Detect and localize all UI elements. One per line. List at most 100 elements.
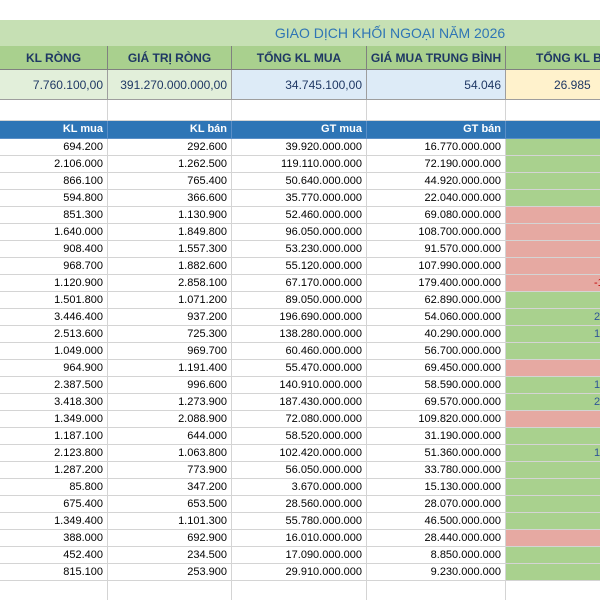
summary-header: GIÁ MUA TRUNG BÌNH [367, 46, 506, 70]
net-cell [506, 411, 600, 428]
table-cell: 102.420.000.000 [232, 445, 367, 462]
empty-cell [0, 100, 108, 121]
table-cell: 69.080.000.000 [367, 207, 506, 224]
table-cell: 51.360.000.000 [367, 445, 506, 462]
net-cell [506, 564, 600, 581]
table-cell: 3.446.400 [0, 309, 108, 326]
table-cell: 1.501.800 [0, 292, 108, 309]
column-header: GT mua [232, 121, 367, 139]
table-cell: 692.900 [108, 530, 232, 547]
summary-header: GIÁ TRỊ RÒNG [108, 46, 232, 70]
table-cell: 72.080.000.000 [232, 411, 367, 428]
table-cell: 2.513.600 [0, 326, 108, 343]
table-cell: 55.780.000.000 [232, 513, 367, 530]
table-cell: 56.700.000.000 [367, 343, 506, 360]
net-cell: 1 [506, 326, 600, 343]
table-cell: 1.187.100 [0, 428, 108, 445]
table-cell: 52.460.000.000 [232, 207, 367, 224]
table-cell: 107.990.000.000 [367, 258, 506, 275]
table-cell: 55.470.000.000 [232, 360, 367, 377]
summary-value: 391.270.000.000,00 [108, 70, 232, 100]
table-cell: 815.100 [0, 564, 108, 581]
table-cell: 653.500 [108, 496, 232, 513]
table-cell: 16.770.000.000 [367, 139, 506, 156]
table-cell: 108.700.000.000 [367, 224, 506, 241]
table-cell: 1.191.400 [108, 360, 232, 377]
net-cell: 1 [506, 377, 600, 394]
table-cell: 89.050.000.000 [232, 292, 367, 309]
table-cell: 1.349.400 [0, 513, 108, 530]
table-cell: 2.088.900 [108, 411, 232, 428]
table-cell: 196.690.000.000 [232, 309, 367, 326]
sheet-title: GIAO DỊCH KHỐI NGOẠI NĂM 2026 [274, 25, 506, 41]
table-cell: 8.850.000.000 [367, 547, 506, 564]
table-cell: 58.520.000.000 [232, 428, 367, 445]
empty-cell [232, 100, 367, 121]
table-cell: 1.101.300 [108, 513, 232, 530]
table-cell: 31.190.000.000 [367, 428, 506, 445]
table-cell: 1.640.000 [0, 224, 108, 241]
net-cell [506, 479, 600, 496]
summary-value: 26.985 [506, 70, 600, 100]
table-cell: 33.780.000.000 [367, 462, 506, 479]
table-cell: 675.400 [0, 496, 108, 513]
table-cell: 56.050.000.000 [232, 462, 367, 479]
table-cell: 22.040.000.000 [367, 190, 506, 207]
table-cell: 91.570.000.000 [367, 241, 506, 258]
table-cell: 96.050.000.000 [232, 224, 367, 241]
table-cell: 253.900 [108, 564, 232, 581]
table-cell: 1.557.300 [108, 241, 232, 258]
table-cell: 452.400 [0, 547, 108, 564]
table-cell: 969.700 [108, 343, 232, 360]
net-cell: 1 [506, 445, 600, 462]
column-header: GT bán [367, 121, 506, 139]
net-cell [506, 139, 600, 156]
table-cell: 1.849.800 [108, 224, 232, 241]
net-cell [506, 360, 600, 377]
table-cell: 2.123.800 [0, 445, 108, 462]
table-cell: 29.910.000.000 [232, 564, 367, 581]
empty-cell [108, 581, 232, 600]
summary-value: 54.046 [367, 70, 506, 100]
table-cell: 17.090.000.000 [232, 547, 367, 564]
column-header: KL bán [108, 121, 232, 139]
table-cell: 644.000 [108, 428, 232, 445]
column-header [506, 121, 600, 139]
net-cell [506, 496, 600, 513]
table-cell: 2.387.500 [0, 377, 108, 394]
table-cell: 1.120.900 [0, 275, 108, 292]
table-cell: 1.287.200 [0, 462, 108, 479]
net-cell [506, 241, 600, 258]
table-cell: 1.063.800 [108, 445, 232, 462]
table-cell: 366.600 [108, 190, 232, 207]
empty-cell [506, 581, 600, 600]
table-cell: 40.290.000.000 [367, 326, 506, 343]
table-cell: 1.130.900 [108, 207, 232, 224]
table-cell: 388.000 [0, 530, 108, 547]
net-cell [506, 530, 600, 547]
table-cell: 866.100 [0, 173, 108, 190]
net-cell [506, 292, 600, 309]
table-cell: 996.600 [108, 377, 232, 394]
net-cell [506, 428, 600, 445]
table-cell: 1.882.600 [108, 258, 232, 275]
net-cell [506, 462, 600, 479]
summary-header: KL RÒNG [0, 46, 108, 70]
table-cell: 138.280.000.000 [232, 326, 367, 343]
table-cell: 54.060.000.000 [367, 309, 506, 326]
empty-cell [506, 100, 600, 121]
column-header: KL mua [0, 121, 108, 139]
table-cell: 964.900 [0, 360, 108, 377]
table-cell: 1.071.200 [108, 292, 232, 309]
table-cell: 140.910.000.000 [232, 377, 367, 394]
table-cell: 937.200 [108, 309, 232, 326]
summary-header: TỔNG KL BÁN [506, 46, 600, 70]
table-cell: 347.200 [108, 479, 232, 496]
table-cell: 28.560.000.000 [232, 496, 367, 513]
net-cell [506, 173, 600, 190]
table-cell: 2.106.000 [0, 156, 108, 173]
table-cell: 28.440.000.000 [367, 530, 506, 547]
table-cell: 62.890.000.000 [367, 292, 506, 309]
table-cell: 15.130.000.000 [367, 479, 506, 496]
